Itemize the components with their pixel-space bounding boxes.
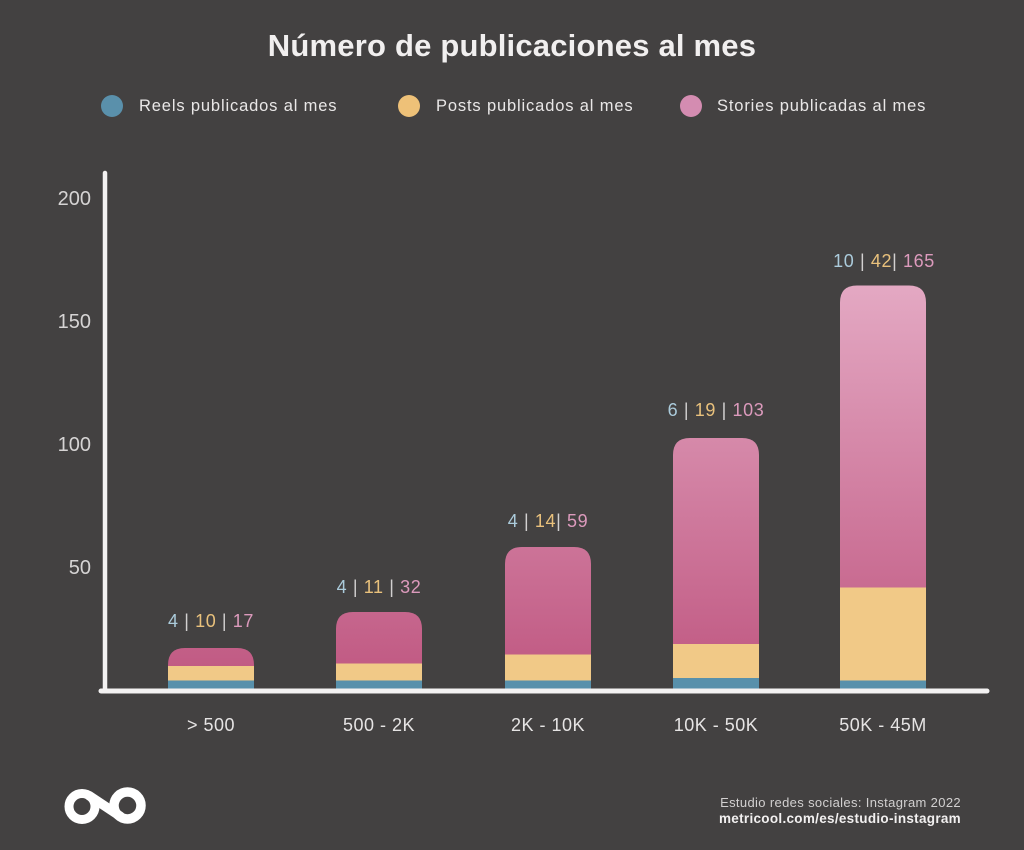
svg-text:50: 50	[69, 557, 91, 579]
svg-text:metricool.com/es/estudio-insta: metricool.com/es/estudio-instagram	[719, 811, 961, 826]
svg-text:2K - 10K: 2K - 10K	[511, 715, 585, 735]
svg-text:10 | 42| 165: 10 | 42| 165	[833, 251, 935, 271]
svg-text:> 500: > 500	[187, 715, 235, 735]
svg-text:500 - 2K: 500 - 2K	[343, 715, 415, 735]
svg-text:4 | 14| 59: 4 | 14| 59	[508, 511, 588, 531]
svg-text:4 | 11 | 32: 4 | 11 | 32	[337, 577, 422, 597]
svg-text:100: 100	[58, 434, 91, 456]
svg-text:4 | 10 | 17: 4 | 10 | 17	[168, 611, 254, 631]
svg-text:Estudio redes sociales: Instag: Estudio redes sociales: Instagram 2022	[720, 795, 961, 810]
svg-text:200: 200	[58, 188, 91, 210]
svg-text:50K - 45M: 50K - 45M	[839, 715, 927, 735]
svg-text:10K - 50K: 10K - 50K	[674, 715, 759, 735]
svg-text:150: 150	[58, 311, 91, 333]
svg-text:6 | 19 | 103: 6 | 19 | 103	[668, 400, 765, 420]
